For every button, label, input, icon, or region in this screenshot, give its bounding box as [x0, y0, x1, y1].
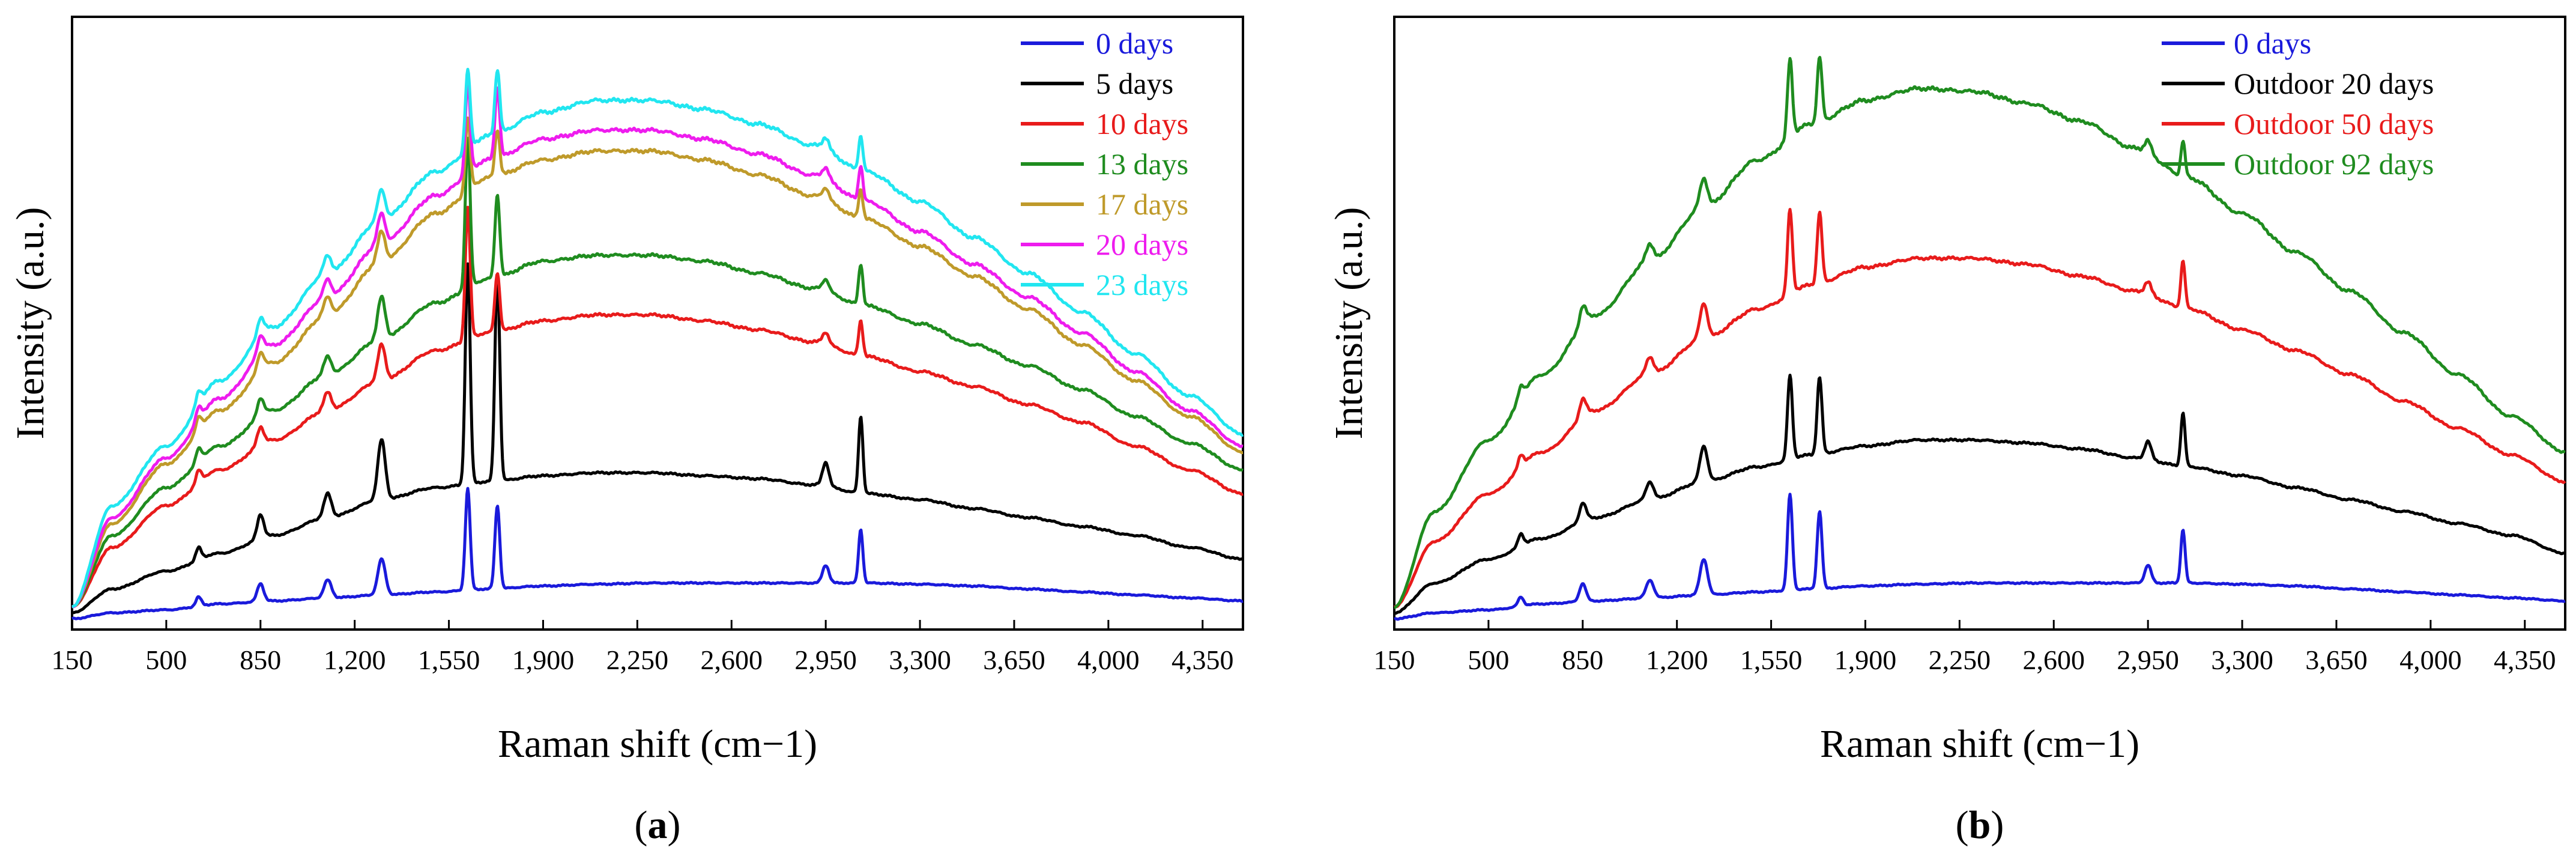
series-lines: [71, 67, 1244, 621]
series-line-17-days: [71, 116, 1244, 609]
legend: 0 days Outdoor 20 days Outdoor 50 days Outd…: [2162, 26, 2434, 181]
panel-b: 150 500 850 1,200 1,550 1,900 2,250 2,600 2,950 3…: [1327, 16, 2566, 847]
x-tick-label: 4,350: [2494, 645, 2556, 675]
legend-label: 20 days: [1096, 228, 1188, 261]
x-tick-label: 1,550: [1740, 645, 1803, 675]
x-tick-label: 3,650: [983, 645, 1045, 675]
plot-frame: [71, 16, 1244, 631]
legend-label: Outdoor 20 days: [2234, 67, 2434, 100]
x-tick-label: 2,950: [794, 645, 857, 675]
y-axis-label: Intensity (a.u.): [8, 207, 52, 440]
legend-label: 0 days: [1096, 26, 1173, 60]
series-line-outdoor-92-days: [1393, 56, 2566, 609]
x-tick-label: 3,300: [889, 645, 951, 675]
x-tick-label: 500: [145, 645, 187, 675]
legend-label: 5 days: [1096, 67, 1173, 100]
panel-a: 150 500 850 1,200 1,550 1,900 2,250 2,600 2,950 3…: [8, 16, 1244, 847]
x-tick-label: 500: [1468, 645, 1509, 675]
x-tick-labels: 150 500 850 1,200 1,550 1,900 2,250 2,600 2,950 3…: [1374, 645, 2556, 675]
series-line-outdoor-50-days: [1393, 208, 2566, 609]
x-tick-label: 3,300: [2211, 645, 2273, 675]
series-line-0-days: [71, 487, 1244, 621]
legend-label: 23 days: [1096, 268, 1188, 302]
x-tick-label: 1,900: [1834, 645, 1897, 675]
series-line-20-days: [71, 81, 1244, 609]
x-tick-label: 2,250: [606, 645, 669, 675]
x-tick-label: 1,200: [324, 645, 386, 675]
legend: 0 days 5 days 10 days 13 days 17 days 20 days…: [1021, 26, 1188, 302]
series-line-5-days: [71, 262, 1244, 615]
plot-frame: [1393, 16, 2566, 631]
x-tick-label: 2,600: [701, 645, 763, 675]
x-tick-label: 1,200: [1646, 645, 1708, 675]
x-tick-label: 150: [1374, 645, 1415, 675]
x-tick-label: 3,650: [2305, 645, 2368, 675]
x-tick-label: 4,000: [1077, 645, 1140, 675]
legend-label: 0 days: [2234, 26, 2311, 60]
series-line-13-days: [71, 136, 1244, 609]
series-line-outdoor-20-days: [1393, 374, 2566, 615]
y-axis-label: Intensity (a.u.): [1327, 207, 1371, 440]
x-ticks: [1393, 620, 2526, 630]
x-tick-labels: 150 500 850 1,200 1,550 1,900 2,250 2,600 2,950 3…: [52, 645, 1234, 675]
series-line-0-days: [1393, 493, 2566, 621]
panel-caption-b: (b): [1956, 803, 2004, 847]
series-lines: [1393, 56, 2566, 621]
panel-caption-a: (a): [635, 803, 681, 847]
x-tick-label: 1,900: [512, 645, 575, 675]
x-tick-label: 850: [1562, 645, 1603, 675]
x-tick-label: 2,600: [2023, 645, 2085, 675]
caption-letter: a: [648, 803, 668, 847]
x-ticks: [71, 620, 1204, 630]
caption-letter: b: [1969, 803, 1991, 847]
legend-label: 13 days: [1096, 147, 1188, 181]
x-tick-label: 2,950: [2117, 645, 2179, 675]
x-tick-label: 2,250: [1929, 645, 1991, 675]
x-tick-label: 4,000: [2399, 645, 2462, 675]
legend-label: Outdoor 92 days: [2234, 147, 2434, 181]
x-tick-label: 4,350: [1172, 645, 1234, 675]
x-tick-label: 1,550: [418, 645, 480, 675]
legend-label: 17 days: [1096, 187, 1188, 221]
legend-label: 10 days: [1096, 107, 1188, 141]
series-line-10-days: [71, 205, 1244, 609]
x-axis-label: Raman shift (cm−1): [1820, 722, 2139, 766]
x-tick-label: 850: [240, 645, 281, 675]
legend-label: Outdoor 50 days: [2234, 107, 2434, 141]
x-axis-label: Raman shift (cm−1): [498, 722, 817, 766]
x-tick-label: 150: [52, 645, 93, 675]
